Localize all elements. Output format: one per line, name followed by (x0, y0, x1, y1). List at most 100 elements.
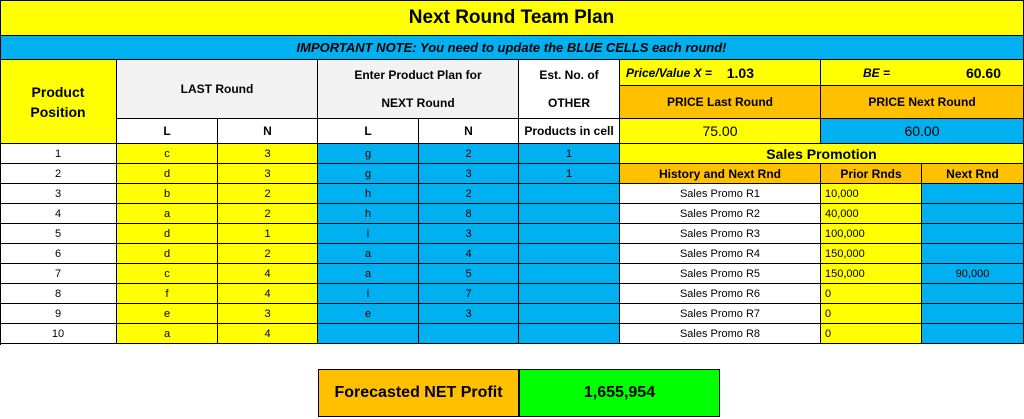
next-round-n-input[interactable]: 3 (419, 164, 519, 184)
next-round-n-input[interactable]: 3 (419, 224, 519, 244)
est-no-of-label: Est. No. of (539, 68, 599, 82)
sales-promo-next-input[interactable] (922, 184, 1024, 204)
sales-promo-label: Sales Promo R1 (620, 184, 821, 204)
next-round-l-input[interactable]: i (318, 224, 419, 244)
sales-promo-prior: 0 (821, 284, 922, 304)
price-value-label: Price/Value X = (626, 65, 712, 80)
breakeven-cell: BE = 60.60 (821, 60, 1024, 86)
next-round-n-input[interactable] (419, 324, 519, 344)
last-round-n-cell: 1 (218, 224, 318, 244)
next-round-n-input[interactable]: 2 (419, 184, 519, 204)
last-round-l-cell: c (117, 144, 218, 164)
last-round-l-cell: f (117, 284, 218, 304)
next-round-l-input[interactable]: g (318, 164, 419, 184)
sales-promo-next-input[interactable]: 90,000 (922, 264, 1024, 284)
sales-promo-label: Sales Promo R7 (620, 304, 821, 324)
last-round-l-cell: e (117, 304, 218, 324)
last-round-n-cell: 2 (218, 184, 318, 204)
sales-promo-prior: 100,000 (821, 224, 922, 244)
sales-promo-prior: 150,000 (821, 244, 922, 264)
last-round-l-cell: d (117, 244, 218, 264)
product-header-line1: Product (31, 83, 85, 100)
last-l-header: L (117, 119, 218, 144)
product-position-cell: 6 (0, 244, 117, 264)
sales-promo-prior: 40,000 (821, 204, 922, 224)
team-plan-sheet: Next Round Team Plan IMPORTANT NOTE: You… (0, 0, 1024, 344)
last-round-l-cell: c (117, 264, 218, 284)
last-round-n-cell: 2 (218, 204, 318, 224)
sales-promo-next-input[interactable] (922, 324, 1024, 344)
price-last-round-value: 75.00 (620, 119, 821, 144)
other-products-input[interactable] (519, 304, 620, 324)
product-position-cell: 8 (0, 284, 117, 304)
product-position-cell: 10 (0, 324, 117, 344)
next-round-l-input[interactable]: a (318, 264, 419, 284)
sales-promo-label: Sales Promo R5 (620, 264, 821, 284)
product-position-cell: 2 (0, 164, 117, 184)
price-last-round-label: PRICE Last Round (620, 86, 821, 119)
other-products-input[interactable] (519, 244, 620, 264)
last-n-header: N (218, 119, 318, 144)
next-round-n-input[interactable]: 3 (419, 304, 519, 324)
forecast-profit-value: 1,655,954 (519, 369, 720, 417)
sales-promo-prior: 150,000 (821, 264, 922, 284)
last-round-n-cell: 4 (218, 284, 318, 304)
product-position-cell: 4 (0, 204, 117, 224)
next-l-header: L (318, 119, 419, 144)
product-position-cell: 1 (0, 144, 117, 164)
sales-promo-label: Sales Promo R6 (620, 284, 821, 304)
product-position-cell: 9 (0, 304, 117, 324)
next-round-l-input[interactable]: i (318, 284, 419, 304)
sales-promo-label: Sales Promo R3 (620, 224, 821, 244)
history-next-round-header: History and Next Rnd (620, 164, 821, 184)
other-products-input[interactable] (519, 264, 620, 284)
sales-promo-next-input[interactable] (922, 224, 1024, 244)
last-round-header: LAST Round (117, 60, 318, 119)
product-header-line2: Position (30, 103, 86, 120)
sales-promo-next-input[interactable] (922, 244, 1024, 264)
next-round-n-input[interactable]: 2 (419, 144, 519, 164)
next-round-n-input[interactable]: 4 (419, 244, 519, 264)
last-round-n-cell: 3 (218, 304, 318, 324)
next-round-n-input[interactable]: 8 (419, 204, 519, 224)
sales-promo-prior: 0 (821, 324, 922, 344)
product-position-header: Product Position (0, 60, 117, 144)
price-next-round-label: PRICE Next Round (821, 86, 1024, 119)
important-note: IMPORTANT NOTE: You need to update the B… (0, 36, 1024, 60)
price-value-cell: Price/Value X = 1.03 (620, 60, 821, 86)
next-round-l-input[interactable]: a (318, 244, 419, 264)
next-round-l-input[interactable]: h (318, 204, 419, 224)
next-round-n-input[interactable]: 5 (419, 264, 519, 284)
other-products-input[interactable] (519, 224, 620, 244)
other-label: OTHER (548, 96, 590, 110)
sales-promo-next-input[interactable] (922, 284, 1024, 304)
last-round-n-cell: 3 (218, 144, 318, 164)
next-round-l-input[interactable]: e (318, 304, 419, 324)
last-round-n-cell: 4 (218, 264, 318, 284)
other-products-input[interactable]: 1 (519, 144, 620, 164)
sales-promo-label: Sales Promo R2 (620, 204, 821, 224)
next-round-n-input[interactable]: 7 (419, 284, 519, 304)
breakeven-label: BE = (863, 65, 891, 80)
other-products-input[interactable] (519, 204, 620, 224)
product-position-cell: 7 (0, 264, 117, 284)
price-next-round-input[interactable]: 60.00 (821, 119, 1024, 144)
last-round-n-cell: 4 (218, 324, 318, 344)
next-round-l-input[interactable]: h (318, 184, 419, 204)
product-position-cell: 3 (0, 184, 117, 204)
sales-promo-next-input[interactable] (922, 304, 1024, 324)
other-products-input[interactable]: 1 (519, 164, 620, 184)
sales-promotion-title: Sales Promotion (620, 144, 1024, 164)
est-other-header: Est. No. of OTHER (519, 60, 620, 119)
next-round-l-input[interactable] (318, 324, 419, 344)
sales-promo-next-input[interactable] (922, 204, 1024, 224)
prior-rounds-header: Prior Rnds (821, 164, 922, 184)
other-products-input[interactable] (519, 324, 620, 344)
breakeven-value: 60.60 (965, 64, 1001, 81)
other-products-input[interactable] (519, 184, 620, 204)
sales-promo-label: Sales Promo R4 (620, 244, 821, 264)
next-round-l-input[interactable]: g (318, 144, 419, 164)
page-title: Next Round Team Plan (0, 0, 1024, 36)
products-in-cell-header: Products in cell (519, 119, 620, 144)
other-products-input[interactable] (519, 284, 620, 304)
